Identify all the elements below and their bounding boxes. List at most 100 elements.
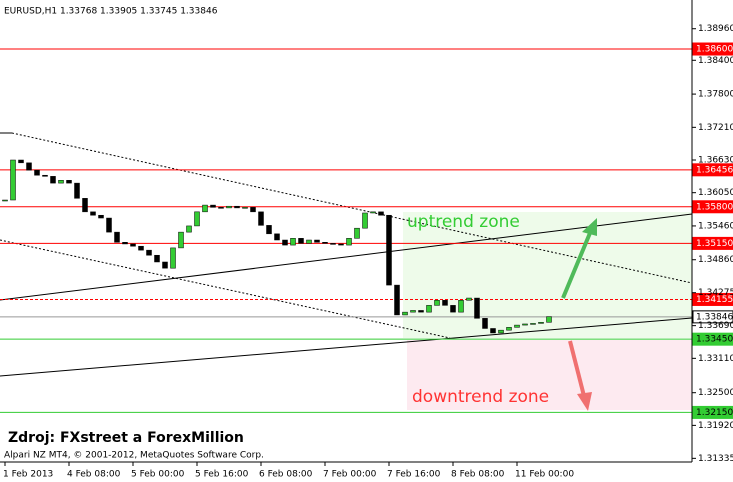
level-label: 1.33450 xyxy=(696,335,733,345)
trend-line xyxy=(0,239,451,339)
candle xyxy=(98,214,104,219)
candle xyxy=(58,180,64,184)
candle xyxy=(42,174,48,177)
candle xyxy=(18,159,24,164)
candle xyxy=(538,322,544,324)
candle xyxy=(146,249,152,256)
header: EURUSD,H1 1.33768 1.33905 1.33745 1.3384… xyxy=(4,7,218,17)
candle xyxy=(466,297,472,301)
level-label: 1.38600 xyxy=(696,45,733,55)
y-tick-label: 1.38960 xyxy=(698,24,733,34)
candle xyxy=(226,205,232,209)
x-tick-label: 7 Feb 00:00 xyxy=(323,470,377,480)
candle xyxy=(506,327,512,331)
level-label-box xyxy=(692,236,733,250)
candle xyxy=(90,211,96,216)
candle xyxy=(130,243,136,247)
candle xyxy=(434,300,440,306)
y-tick-label: 1.38400 xyxy=(698,56,733,66)
candle xyxy=(242,207,248,209)
level-label-box xyxy=(692,405,733,419)
candle xyxy=(490,328,496,334)
candle xyxy=(202,204,208,213)
y-tick-label: 1.31920 xyxy=(698,421,733,431)
level-label-box xyxy=(692,42,733,56)
candle xyxy=(210,204,216,208)
candle xyxy=(250,207,256,213)
candle xyxy=(402,311,408,316)
y-tick-label: 1.36630 xyxy=(698,156,733,166)
downtrend-zone xyxy=(407,340,692,410)
candle xyxy=(314,239,320,243)
candle xyxy=(82,198,88,213)
y-tick-label: 1.32500 xyxy=(698,388,733,398)
candle xyxy=(442,300,448,306)
candle xyxy=(106,217,112,233)
candle xyxy=(426,305,432,313)
candle xyxy=(26,162,32,171)
source: Zdroj: FXstreet a ForexMillion xyxy=(8,430,244,446)
candle xyxy=(418,310,424,313)
candle xyxy=(458,300,464,313)
candle xyxy=(2,199,8,202)
candle xyxy=(482,318,488,329)
y-tick-label: 1.34275 xyxy=(698,288,733,298)
candle xyxy=(50,176,56,184)
y-tick-label: 1.37210 xyxy=(698,123,733,133)
candle xyxy=(362,212,368,229)
candle xyxy=(514,324,520,328)
candle xyxy=(394,284,400,316)
x-tick-label: 7 Feb 16:00 xyxy=(387,470,441,480)
arrow-head xyxy=(577,392,592,411)
candle xyxy=(450,305,456,313)
level-label: 1.34155 xyxy=(696,295,733,305)
candle xyxy=(34,169,40,176)
x-tick-label: 11 Feb 00:00 xyxy=(515,470,574,480)
level-label-box xyxy=(692,292,733,306)
x-tick-label: 6 Feb 08:00 xyxy=(259,470,313,480)
candle xyxy=(298,238,304,244)
candle xyxy=(186,225,192,233)
level-label-box xyxy=(692,310,733,324)
candle xyxy=(66,180,72,184)
candle xyxy=(322,242,328,244)
zone-label: downtrend zone xyxy=(412,387,549,407)
level-label: 1.33846 xyxy=(696,312,733,322)
y-tick-label: 1.33690 xyxy=(698,321,733,331)
candle xyxy=(338,243,344,246)
candle xyxy=(194,211,200,227)
candle xyxy=(266,225,272,235)
level-label-box xyxy=(692,332,733,346)
candle xyxy=(170,247,176,269)
level-label-box xyxy=(692,200,733,214)
candle xyxy=(10,159,16,201)
candle xyxy=(154,254,160,263)
level-label: 1.36456 xyxy=(696,165,733,175)
level-label: 1.35800 xyxy=(696,202,733,212)
candle xyxy=(178,231,184,249)
candle xyxy=(162,261,168,269)
x-tick-label: 5 Feb 16:00 xyxy=(195,470,249,480)
candle xyxy=(258,211,264,226)
level-label: 1.32150 xyxy=(696,408,733,418)
copyright: Alpari NZ MT4, © 2001-2012, MetaQuotes S… xyxy=(4,451,264,461)
candle xyxy=(386,214,392,286)
candle xyxy=(474,297,480,319)
candle xyxy=(114,231,120,243)
candle xyxy=(370,211,376,214)
y-tick-label: 1.33110 xyxy=(698,354,733,364)
candle xyxy=(522,323,528,326)
x-tick-label: 8 Feb 08:00 xyxy=(451,470,505,480)
y-tick-label: 1.37800 xyxy=(698,90,733,100)
candle xyxy=(306,239,312,244)
candle xyxy=(378,211,384,216)
candle xyxy=(410,310,416,313)
arrow xyxy=(568,340,586,397)
candle xyxy=(138,245,144,251)
trend-line xyxy=(0,317,693,377)
y-tick-label: 1.34860 xyxy=(698,255,733,265)
candle xyxy=(530,323,536,325)
y-tick-label: 1.31335 xyxy=(698,454,733,464)
candle xyxy=(354,227,360,239)
candle xyxy=(290,238,296,246)
